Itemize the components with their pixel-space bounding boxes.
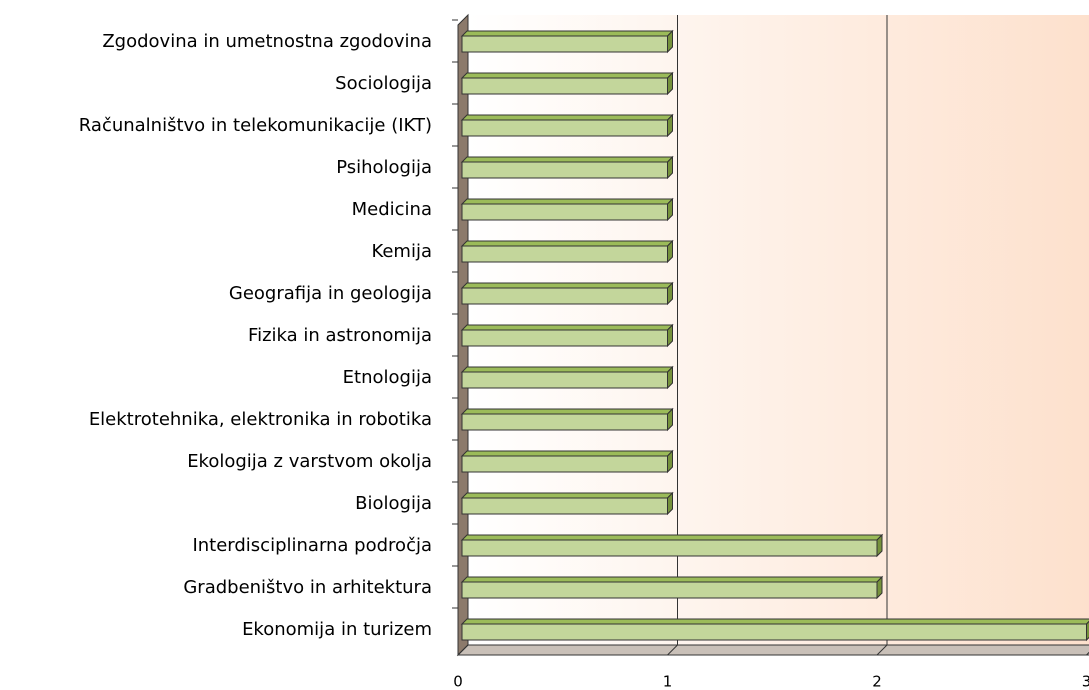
- bar: [461, 581, 878, 599]
- bar: [461, 161, 668, 179]
- y-tick-label: Gradbeništvo in arhitektura: [183, 577, 432, 598]
- bar-top: [460, 156, 674, 163]
- x-tick-label: 0: [453, 673, 463, 690]
- bar: [461, 245, 668, 263]
- y-tick-label: Računalništvo in telekomunikacije (IKT): [79, 115, 432, 136]
- x-tick-label: 3: [1082, 673, 1089, 690]
- y-tick-label: Psihologija: [336, 157, 432, 178]
- y-tick-label: Medicina: [352, 199, 432, 220]
- bar-top: [460, 534, 884, 541]
- floor-tick: [667, 644, 678, 656]
- y-tick-label: Etnologija: [343, 367, 432, 388]
- floor-tick: [457, 644, 469, 656]
- bar: [461, 623, 1087, 641]
- y-tick-label: Kemija: [371, 241, 432, 262]
- bar-top: [460, 576, 884, 583]
- floor-tick: [876, 644, 888, 656]
- y-tick-label: Elektrotehnika, elektronika in robotika: [89, 409, 432, 430]
- bar-top: [460, 492, 674, 499]
- bar: [461, 203, 668, 221]
- x-tick-label: 1: [663, 673, 673, 690]
- y-tick-label: Fizika in astronomija: [248, 325, 432, 346]
- bar-top: [460, 30, 674, 37]
- bar: [461, 35, 668, 53]
- floor: [456, 644, 1089, 656]
- bar-top: [460, 618, 1089, 625]
- bar-top: [460, 240, 674, 247]
- y-tick-label: Ekonomija in turizem: [242, 619, 432, 640]
- y-tick-label: Zgodovina in umetnostna zgodovina: [102, 31, 432, 52]
- floor-tick: [1086, 651, 1089, 656]
- bar: [461, 539, 878, 557]
- bar-top: [460, 72, 674, 79]
- bar: [461, 287, 668, 305]
- y-tick-label: Interdisciplinarna področja: [192, 535, 432, 556]
- bar: [461, 119, 668, 137]
- bar: [461, 371, 668, 389]
- y-tick-label: Ekologija z varstvom okolja: [187, 451, 432, 472]
- bar: [461, 497, 668, 515]
- y-tick-label: Biologija: [355, 493, 432, 514]
- bar-top: [460, 324, 674, 331]
- x-tick-label: 2: [872, 673, 882, 690]
- bar: [461, 77, 668, 95]
- bar-top: [460, 282, 674, 289]
- y-tick-label: Sociologija: [335, 73, 432, 94]
- bar-top: [460, 450, 674, 457]
- bar-top: [460, 366, 674, 373]
- bar: [461, 329, 668, 347]
- y-tick-label: Geografija in geologija: [229, 283, 432, 304]
- bar-top: [460, 114, 674, 121]
- bar: [461, 413, 668, 431]
- bar-top: [460, 408, 674, 415]
- bar: [461, 455, 668, 473]
- bar-top: [460, 198, 674, 205]
